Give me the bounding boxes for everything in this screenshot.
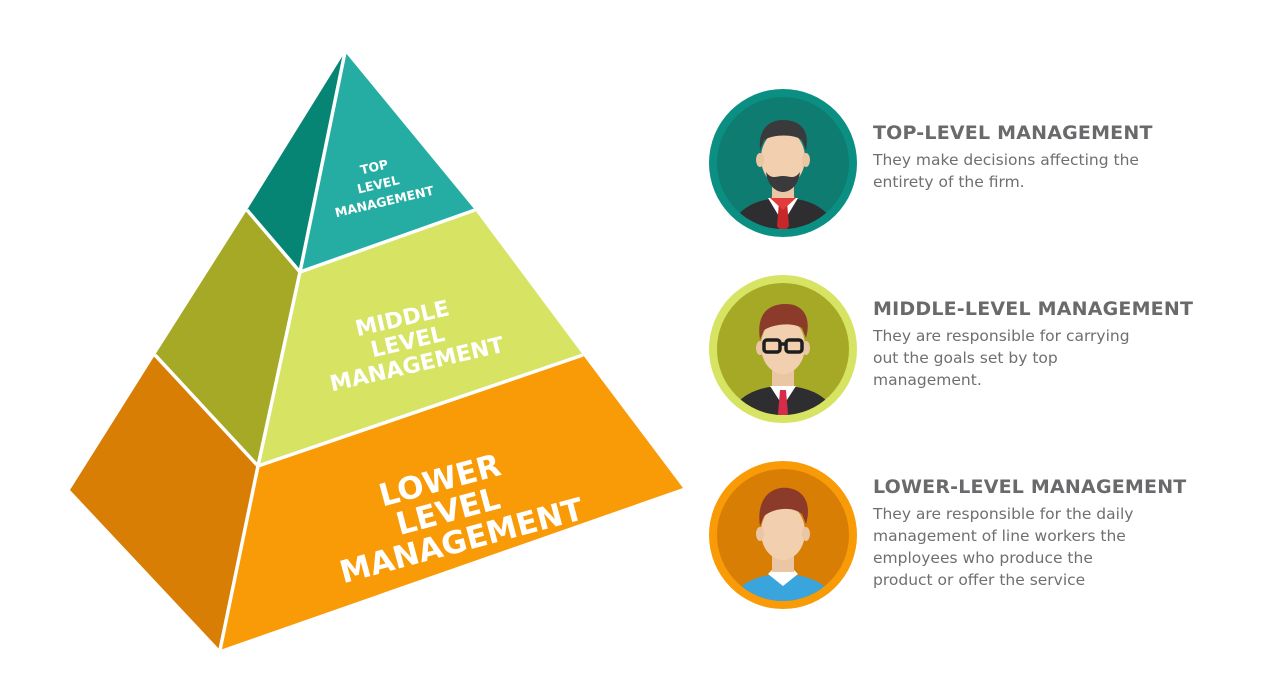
- description-line: management.: [873, 371, 982, 389]
- pyramid-middle-front-face: [258, 210, 583, 466]
- lower-level-title: LOWER-LEVEL MANAGEMENT: [873, 476, 1187, 498]
- description-line: employees who produce the: [873, 549, 1093, 567]
- lower-level-description: LOWER-LEVEL MANAGEMENT They are responsi…: [873, 476, 1186, 591]
- description-line: They make decisions affecting the: [873, 151, 1139, 169]
- description-line: product or offer the service: [873, 571, 1086, 589]
- management-pyramid: TOP LEVEL MANAGEMENT MIDDLE LEVEL MANAGE…: [70, 51, 683, 651]
- description-line: They are responsible for carrying: [873, 327, 1130, 345]
- pyramid-middle-side-face: [155, 210, 300, 466]
- middle-level-title: MIDDLE-LEVEL MANAGEMENT: [873, 298, 1194, 320]
- lower-level-text: They are responsible for the daily manag…: [873, 503, 1186, 591]
- top-level-description: TOP-LEVEL MANAGEMENT They make decisions…: [873, 122, 1153, 193]
- description-line: out the goals set by top: [873, 349, 1058, 367]
- pyramid-lower-side-face: [70, 355, 258, 650]
- description-line: They are responsible for the daily: [873, 505, 1134, 523]
- worker-avatar-icon: [709, 461, 857, 609]
- glasses-manager-avatar-icon: [709, 275, 857, 423]
- pyramid-top-side-face: [247, 52, 345, 272]
- pyramid-edges: [153, 51, 584, 651]
- description-line: management of line workers the: [873, 527, 1126, 545]
- lower-level-item: LOWER-LEVEL MANAGEMENT They are responsi…: [708, 460, 1268, 610]
- pyramid-lower-front-face: [220, 355, 683, 650]
- description-line: entirety of the firm.: [873, 173, 1025, 191]
- middle-level-description: MIDDLE-LEVEL MANAGEMENT They are respons…: [873, 298, 1193, 391]
- middle-level-item: MIDDLE-LEVEL MANAGEMENT They are respons…: [708, 274, 1268, 424]
- top-level-title: TOP-LEVEL MANAGEMENT: [873, 122, 1153, 144]
- pyramid-top-front-face: [300, 52, 475, 272]
- top-level-text: They make decisions affecting the entire…: [873, 149, 1153, 193]
- middle-level-text: They are responsible for carrying out th…: [873, 325, 1193, 391]
- top-level-item: TOP-LEVEL MANAGEMENT They make decisions…: [708, 88, 1268, 238]
- bearded-manager-avatar-icon: [709, 89, 857, 237]
